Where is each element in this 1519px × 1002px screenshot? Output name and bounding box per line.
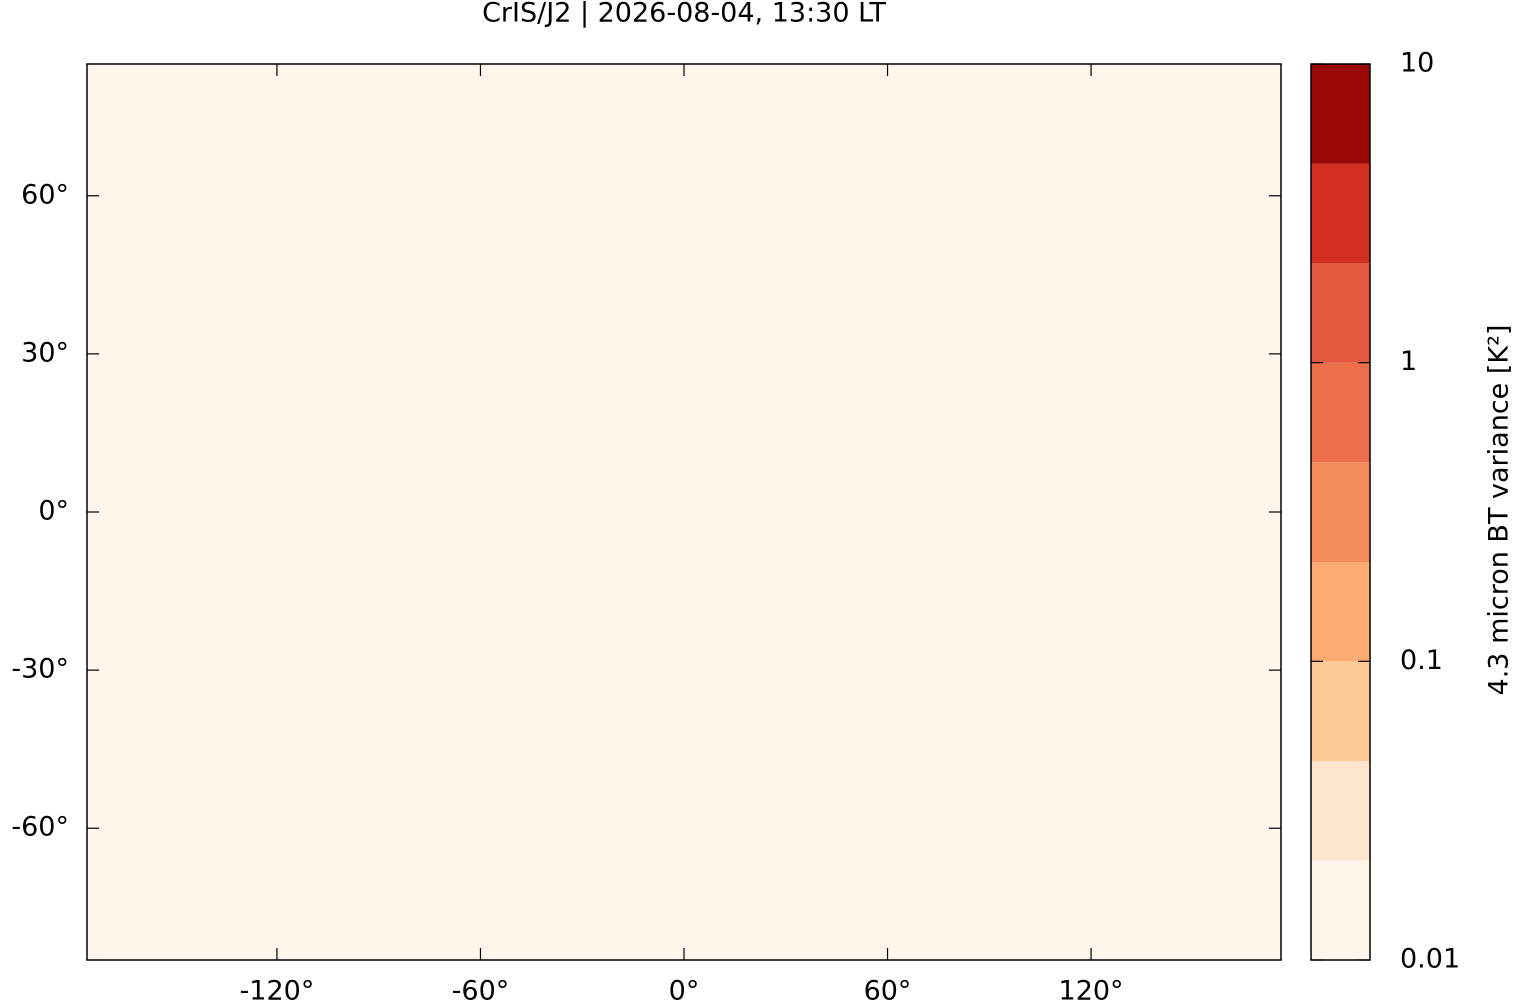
colorbar-frame: [1310, 63, 1371, 961]
colorbar-tick-label: 0.01: [1400, 944, 1460, 975]
x-tick-label: 0°: [669, 976, 700, 1002]
x-tick-label: 60°: [864, 976, 912, 1002]
x-tick-label: -120°: [240, 976, 315, 1002]
map-background: [87, 64, 1281, 960]
y-tick-label: 0°: [38, 496, 69, 527]
chart-title: CrIS/J2 | 2026-08-04, 13:30 LT: [482, 0, 886, 29]
map-frame: [86, 63, 1282, 961]
colorbar-bin: [1311, 163, 1370, 264]
colorbar-tick-label: 1: [1400, 346, 1417, 377]
colorbar-bin: [1311, 661, 1370, 761]
x-tick-label: -60°: [452, 976, 510, 1002]
y-tick-label: -60°: [11, 812, 69, 843]
colorbar-bin: [1311, 64, 1370, 164]
y-tick-label: 30°: [21, 337, 69, 368]
colorbar-bin: [1311, 562, 1370, 662]
x-tick-label: 120°: [1059, 976, 1124, 1002]
colorbar-tick-label: 10: [1400, 48, 1434, 79]
colorbar-tick-label: 0.1: [1400, 645, 1443, 676]
y-tick-label: -30°: [11, 654, 69, 685]
colorbar-bin: [1311, 860, 1370, 960]
colorbar-bin: [1311, 462, 1370, 563]
y-tick-label: 60°: [21, 179, 69, 210]
colorbar-bin: [1311, 263, 1370, 363]
colorbar-label: 4.3 micron BT variance [K²]: [1484, 325, 1515, 696]
colorbar-bin: [1311, 362, 1370, 463]
colorbar-bin: [1311, 760, 1370, 861]
